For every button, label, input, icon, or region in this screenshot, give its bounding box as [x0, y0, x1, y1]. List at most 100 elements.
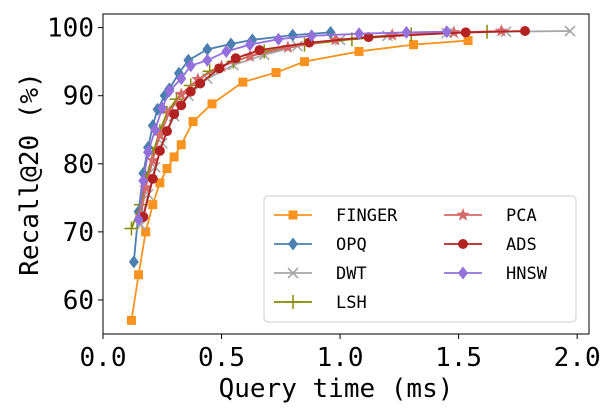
legend-marker-lsh [286, 295, 300, 309]
data-point-lsh [124, 221, 139, 236]
data-point-hnsw [221, 44, 232, 58]
y-axis-ticks: 60 70 80 90 100 [47, 14, 103, 316]
data-point-finger [300, 57, 310, 67]
series-layer [124, 24, 576, 325]
data-point-pca [139, 180, 153, 194]
data-point-finger [148, 200, 158, 210]
legend-label: HNSW [506, 264, 548, 284]
data-point-opq [287, 28, 298, 42]
legend: FINGER OPQ DWT LSH PCA ADS HNSW [263, 195, 577, 323]
data-point-hnsw [273, 32, 284, 46]
x-axis-label: Query time (ms) [219, 374, 454, 404]
data-point-ads [185, 86, 196, 97]
legend-box [263, 195, 577, 323]
series-line-ads [142, 30, 526, 218]
data-point-ads [363, 32, 374, 43]
data-point-pca [328, 32, 342, 46]
series-ads [138, 26, 530, 222]
data-point-hnsw [185, 59, 196, 73]
data-point-finger [354, 46, 364, 56]
plot-frame [102, 13, 590, 335]
data-point-pca [385, 28, 399, 41]
data-point-hnsw [441, 25, 452, 39]
data-point-hnsw [354, 27, 365, 41]
data-point-finger [126, 315, 136, 325]
data-point-pca [191, 72, 205, 86]
legend-marker-ads [458, 239, 468, 249]
legend-marker-dwt [287, 267, 299, 279]
legend-item-hnsw: HNSW [444, 264, 548, 284]
series-line-hnsw [137, 30, 447, 220]
series-finger [126, 36, 473, 325]
data-point-hnsw [150, 123, 161, 137]
x-tick-label: 0.5 [198, 343, 245, 373]
data-point-pca [162, 105, 177, 119]
data-point-hnsw [164, 84, 175, 98]
data-point-finger [176, 140, 186, 150]
data-point-ads [254, 45, 265, 56]
x-axis-ticks: 0.0 0.5 1.0 1.5 2.0 [80, 334, 600, 373]
data-point-ads [162, 126, 173, 137]
data-point-finger [162, 164, 172, 174]
legend-marker-opq [288, 237, 298, 251]
series-hnsw [133, 25, 452, 227]
x-tick-label: 1.5 [435, 343, 482, 373]
data-point-ads [214, 63, 225, 74]
legend-item-opq: OPQ [274, 235, 367, 255]
x-tick-label: 1.0 [317, 343, 364, 373]
x-tick-label: 2.0 [554, 343, 600, 373]
data-point-pca [146, 153, 160, 167]
data-point-ads [230, 53, 241, 64]
data-point-pca [494, 24, 508, 37]
data-point-ads [147, 173, 158, 184]
legend-marker-finger [288, 210, 298, 220]
legend-item-ads: ADS [444, 235, 537, 255]
y-tick-label: 90 [63, 82, 94, 112]
data-point-hnsw [306, 29, 317, 43]
legend-marker-hnsw [458, 266, 468, 280]
data-point-hnsw [143, 145, 154, 159]
data-point-ads [154, 145, 165, 156]
data-point-finger [409, 40, 419, 50]
data-point-hnsw [202, 53, 213, 67]
legend-items: FINGER OPQ DWT LSH PCA ADS HNSW [274, 206, 548, 313]
y-tick-label: 80 [63, 150, 94, 180]
data-point-finger [238, 77, 248, 87]
data-point-ads [169, 109, 180, 120]
legend-label: DWT [336, 264, 367, 284]
y-axis-label: Recall@20 (%) [15, 72, 45, 276]
data-point-finger [207, 99, 217, 109]
data-point-finger [134, 270, 144, 280]
data-point-opq [202, 42, 213, 56]
data-point-finger [463, 36, 473, 46]
data-point-pca [174, 87, 188, 100]
data-point-pca [153, 128, 167, 141]
y-tick-label: 70 [63, 218, 94, 248]
x-tick-label: 0.0 [80, 343, 127, 373]
data-point-hnsw [176, 72, 187, 86]
data-point-pca [447, 25, 461, 39]
data-point-hnsw [244, 38, 255, 52]
data-point-finger [155, 178, 165, 188]
data-point-ads [195, 78, 206, 89]
data-point-finger [271, 68, 281, 78]
legend-label: FINGER [336, 206, 398, 226]
legend-item-lsh: LSH [274, 293, 367, 313]
data-point-opq [183, 53, 194, 67]
legend-item-finger: FINGER [274, 206, 398, 226]
legend-label: LSH [336, 293, 367, 313]
y-tick-label: 60 [63, 286, 94, 316]
data-point-hnsw [133, 213, 144, 227]
data-point-dwt [564, 25, 576, 37]
data-point-hnsw [401, 25, 412, 39]
legend-label: ADS [506, 235, 537, 255]
data-point-opq [226, 37, 237, 51]
y-tick-label: 100 [47, 14, 94, 44]
data-point-ads [460, 27, 471, 38]
data-point-finger [169, 152, 179, 162]
data-point-ads [176, 100, 187, 111]
data-point-finger [141, 227, 151, 237]
legend-label: PCA [506, 206, 537, 226]
legend-marker-pca [456, 208, 470, 221]
